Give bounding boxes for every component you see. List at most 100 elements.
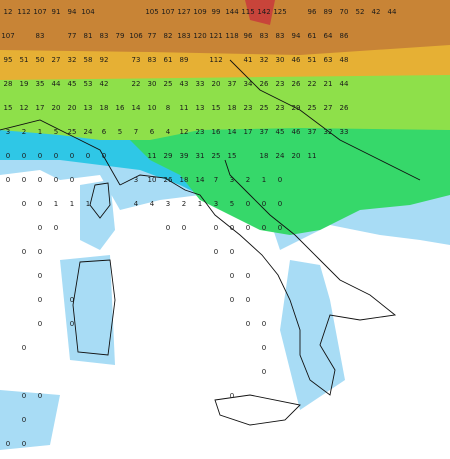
grid-value: 18 <box>180 176 189 184</box>
grid-value: 0 <box>230 296 234 304</box>
grid-value: 30 <box>276 56 285 64</box>
light-blue-patches <box>0 180 345 450</box>
grid-value: 83 <box>36 32 45 40</box>
grid-value: 8 <box>166 104 170 112</box>
grid-value: 17 <box>244 128 253 136</box>
grid-value: 0 <box>166 224 170 232</box>
grid-value: 0 <box>38 200 42 208</box>
grid-value: 3 <box>134 176 138 184</box>
grid-value: 15 <box>212 104 221 112</box>
grid-value: 25 <box>308 104 317 112</box>
grid-value: 2 <box>182 200 186 208</box>
grid-value: 11 <box>180 104 189 112</box>
grid-value: 32 <box>260 56 269 64</box>
grid-value: 0 <box>214 248 218 256</box>
grid-value: 27 <box>52 56 61 64</box>
grid-value: 4 <box>134 200 139 208</box>
grid-value: 183 <box>177 32 190 40</box>
grid-value: 32 <box>324 128 333 136</box>
grid-value: 16 <box>212 128 221 136</box>
grid-value: 22 <box>308 80 317 88</box>
grid-value: 51 <box>20 56 29 64</box>
grid-value: 13 <box>196 104 205 112</box>
grid-value: 0 <box>262 368 266 376</box>
grid-value: 29 <box>164 152 173 160</box>
grid-value: 0 <box>38 152 42 160</box>
grid-value: 23 <box>244 104 253 112</box>
grid-value: 142 <box>257 8 270 16</box>
grid-value: 44 <box>340 80 349 88</box>
corsica <box>89 182 111 219</box>
grid-value: 21 <box>324 80 333 88</box>
grid-value: 0 <box>214 224 218 232</box>
red-spot <box>245 0 275 25</box>
grid-value: 94 <box>68 8 77 16</box>
grid-value: 107 <box>33 8 46 16</box>
grid-value: 5 <box>54 128 58 136</box>
grid-value: 6 <box>102 128 107 136</box>
grid-value: 144 <box>225 8 239 16</box>
grid-value: 0 <box>38 248 42 256</box>
border-lines <box>229 59 421 181</box>
grid-value: 42 <box>372 8 381 16</box>
grid-value: 4 <box>166 128 171 136</box>
grid-value: 14 <box>196 176 205 184</box>
grid-value: 70 <box>340 8 349 16</box>
grid-value: 0 <box>278 176 282 184</box>
grid-value: 104 <box>81 8 95 16</box>
grid-value: 12 <box>180 128 189 136</box>
grid-value: 14 <box>228 128 237 136</box>
grid-value: 18 <box>100 104 109 112</box>
grid-value: 91 <box>52 8 61 16</box>
grid-value: 39 <box>180 152 189 160</box>
grid-value: 24 <box>276 152 285 160</box>
grid-value: 83 <box>100 32 109 40</box>
grid-value: 18 <box>228 104 237 112</box>
grid-value: 11 <box>308 152 317 160</box>
grid-value: 0 <box>70 152 74 160</box>
grid-value: 3 <box>214 200 218 208</box>
grid-value: 0 <box>38 224 42 232</box>
grid-value: 2 <box>22 128 26 136</box>
grid-value: 23 <box>196 128 205 136</box>
grid-value: 6 <box>150 128 155 136</box>
grid-value: 51 <box>308 56 317 64</box>
grid-value: 0 <box>6 152 10 160</box>
grid-value: 0 <box>230 392 234 400</box>
grid-value: 0 <box>262 224 266 232</box>
grid-value: 0 <box>246 320 250 328</box>
grid-value: 115 <box>241 8 254 16</box>
grid-value: 16 <box>116 104 125 112</box>
grid-value: 0 <box>6 440 10 448</box>
grid-value: 0 <box>278 200 282 208</box>
grid-value: 23 <box>276 104 285 112</box>
grid-value: 0 <box>182 224 186 232</box>
grid-value: 0 <box>102 152 106 160</box>
brown-zone <box>0 0 450 55</box>
grid-value: 0 <box>54 176 58 184</box>
grid-value: 0 <box>230 248 234 256</box>
grid-value: 96 <box>308 8 317 16</box>
grid-value: 5 <box>230 200 234 208</box>
grid-value: 109 <box>193 8 206 16</box>
grid-value: 77 <box>68 32 77 40</box>
grid-value: 33 <box>340 128 349 136</box>
grid-value: 26 <box>292 80 301 88</box>
grid-value: 26 <box>164 176 173 184</box>
grid-value: 58 <box>84 56 93 64</box>
grid-value: 13 <box>84 104 93 112</box>
grid-value: 0 <box>38 392 42 400</box>
grid-value: 83 <box>260 32 269 40</box>
grid-value: 0 <box>38 176 42 184</box>
grid-value: 112 <box>17 8 30 16</box>
grid-value: 0 <box>6 176 10 184</box>
grid-value: 1 <box>262 176 266 184</box>
grid-value: 0 <box>70 320 74 328</box>
grid-value: 0 <box>246 224 250 232</box>
value-labels: 12 112 107 91 94 104 105 107 127 109 99 144 115 142 12… <box>1 8 397 448</box>
grid-value: 30 <box>148 80 157 88</box>
grid-value: 1 <box>86 200 90 208</box>
grid-value: 107 <box>161 8 174 16</box>
grid-value: 37 <box>260 128 269 136</box>
